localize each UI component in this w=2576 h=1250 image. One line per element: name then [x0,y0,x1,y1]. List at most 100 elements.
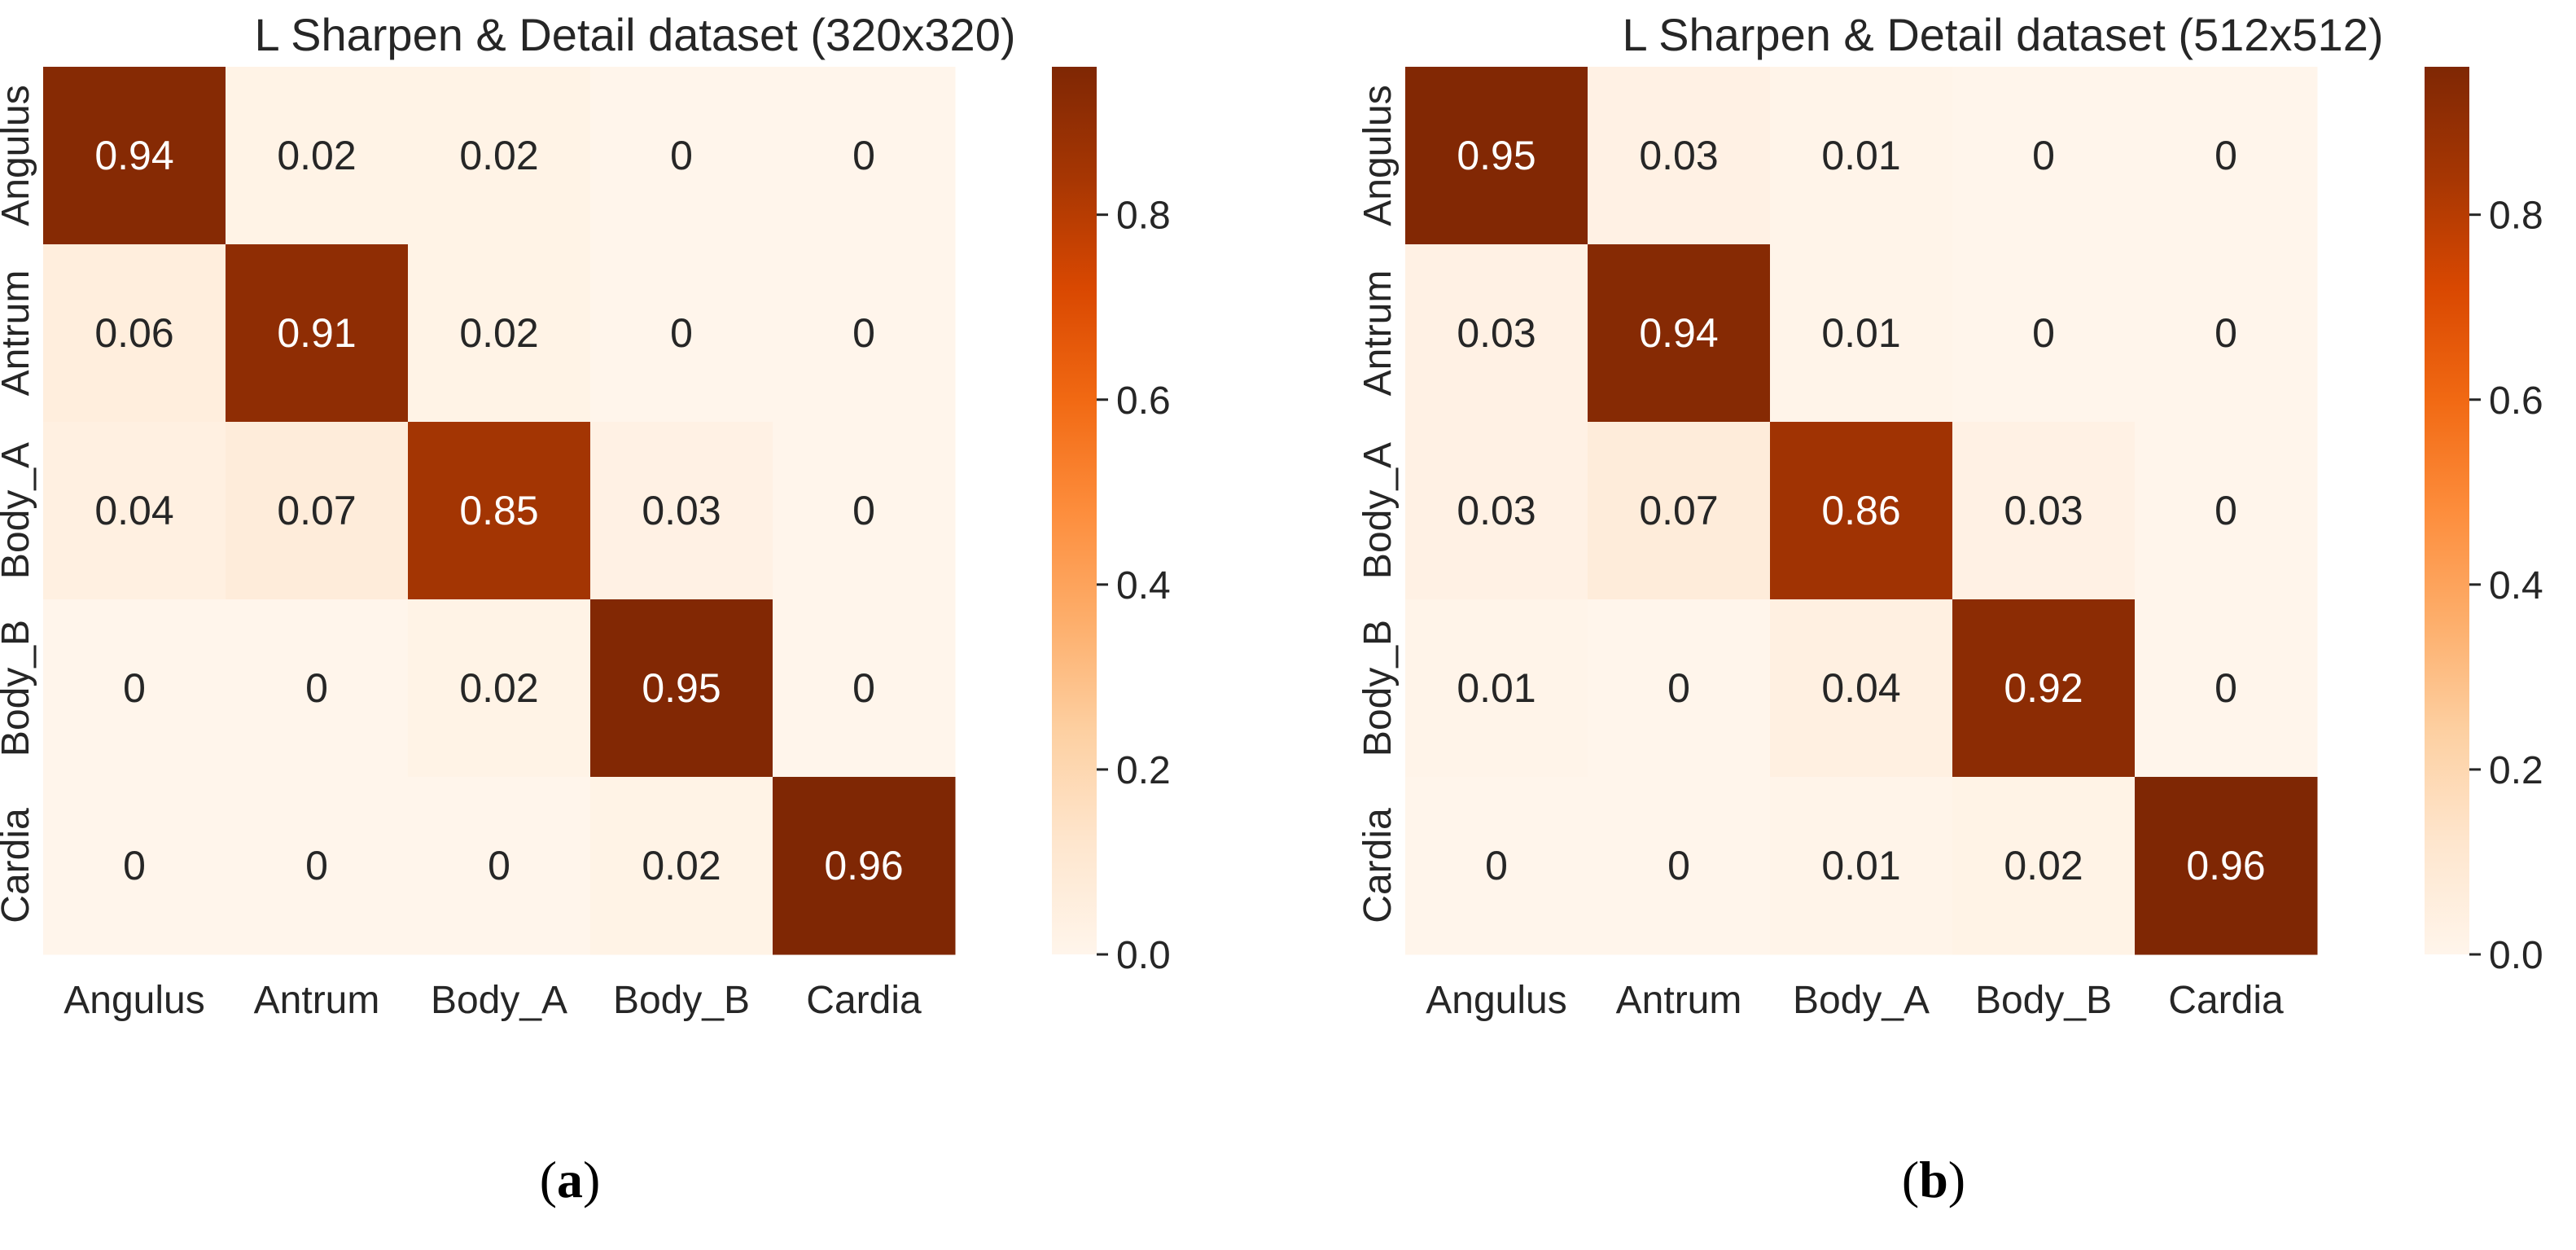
cell-value-label-a-2-2: 0.85 [459,488,538,533]
heatmap-cell-a-0-2 [408,67,591,245]
heatmap-cell-b-3-3 [1952,599,2136,778]
colorbar-tick-label-a-0: 0.0 [1116,934,1171,977]
cell-value-label-a-2-1: 0.07 [277,488,356,533]
heatmap-cell-a-1-1 [226,244,409,423]
cell-value-label-b-4-4: 0.96 [2186,843,2265,888]
heatmap-cell-a-1-4 [773,244,956,423]
cell-value-label-a-3-4: 0 [852,665,875,711]
cell-value-label-b-4-3: 0.02 [2004,843,2083,888]
cell-value-label-a-4-3: 0.02 [642,843,721,888]
cell-value-label-a-3-0: 0 [123,665,146,711]
y-tick-label-a-2: Body_A [0,442,37,579]
heatmap-cell-b-2-4 [2135,422,2318,600]
heatmap-cell-b-2-1 [1588,422,1771,600]
cell-value-label-b-0-4: 0 [2215,133,2237,178]
cell-value-label-a-0-2: 0.02 [459,133,538,178]
cell-value-label-a-2-0: 0.04 [94,488,173,533]
heatmap-cell-a-1-3 [590,244,773,423]
heatmap-cell-b-2-2 [1770,422,1953,600]
heatmap-cell-b-4-2 [1770,777,1953,955]
cell-value-label-b-0-2: 0.01 [1821,133,1900,178]
colorbar-tick-label-b-1: 0.2 [2489,749,2543,792]
x-tick-label-a-0: Angulus [64,979,204,1022]
cell-value-label-b-2-1: 0.07 [1639,488,1718,533]
heatmap-cell-a-2-4 [773,422,956,600]
cell-value-label-a-4-4: 0.96 [824,843,903,888]
heatmap-cell-a-2-3 [590,422,773,600]
heatmap-cell-b-0-1 [1588,67,1771,245]
heatmap-cell-a-3-2 [408,599,591,778]
heatmap-cell-a-2-2 [408,422,591,600]
heatmap-cell-a-2-1 [226,422,409,600]
x-tick-label-a-2: Body_A [431,979,567,1022]
heatmap-cell-b-1-1 [1588,244,1771,423]
colorbar-tick-label-b-2: 0.4 [2489,564,2543,607]
x-tick-label-b-0: Angulus [1426,979,1566,1022]
heatmap-cell-b-3-0 [1405,599,1588,778]
heatmap-cell-a-1-2 [408,244,591,423]
heatmap-cell-a-0-3 [590,67,773,245]
cell-value-label-b-2-3: 0.03 [2004,488,2083,533]
y-tick-label-a-0: Angulus [0,85,37,226]
cell-value-label-b-4-1: 0 [1667,843,1690,888]
cell-value-label-a-1-3: 0 [670,310,693,356]
x-tick-label-a-1: Antrum [254,979,380,1022]
cell-value-label-b-1-3: 0 [2032,310,2055,356]
cell-value-label-b-3-0: 0.01 [1457,665,1536,711]
heatmap-cell-b-2-0 [1405,422,1588,600]
cell-value-label-a-4-0: 0 [123,843,146,888]
cell-value-label-b-0-3: 0 [2032,133,2055,178]
y-tick-label-b-4: Cardia [1356,808,1400,923]
colorbar-b [2425,67,2469,954]
colorbar-a [1052,67,1097,954]
heatmap-cell-a-0-4 [773,67,956,245]
cell-value-label-b-1-2: 0.01 [1821,310,1900,356]
y-tick-label-b-1: Antrum [1356,270,1400,397]
y-tick-label-b-2: Body_A [1356,442,1400,579]
colorbar-tick-label-b-0: 0.0 [2489,934,2543,977]
cell-value-label-a-4-2: 0 [488,843,510,888]
cell-value-label-a-2-4: 0 [852,488,875,533]
y-tick-label-a-4: Cardia [0,808,37,923]
chart-title-b: L Sharpen & Detail dataset (512x512) [1623,9,2384,60]
heatmap-cell-b-4-3 [1952,777,2136,955]
panel-caption-b: (b) [1902,1151,1965,1208]
heatmap-cell-b-3-4 [2135,599,2318,778]
y-tick-label-b-0: Angulus [1356,85,1400,226]
cell-value-label-b-3-2: 0.04 [1821,665,1900,711]
heatmap-cell-a-2-0 [43,422,226,600]
heatmap-cell-b-0-0 [1405,67,1588,245]
cell-value-label-b-0-1: 0.03 [1639,133,1718,178]
heatmap-cell-b-0-2 [1770,67,1953,245]
heatmap-cell-a-4-3 [590,777,773,955]
heatmap-panel-b: L Sharpen & Detail dataset (512x512) 0.95… [1356,9,2543,1208]
cell-value-label-b-3-3: 0.92 [2004,665,2083,711]
heatmap-cell-a-4-0 [43,777,226,955]
cell-value-label-b-4-0: 0 [1485,843,1508,888]
heatmap-cell-a-1-0 [43,244,226,423]
cell-value-label-a-0-4: 0 [852,133,875,178]
cell-value-label-b-1-4: 0 [2215,310,2237,356]
x-tick-label-b-1: Antrum [1616,979,1742,1022]
cell-value-label-a-1-4: 0 [852,310,875,356]
colorbar-tick-label-a-4: 0.8 [1116,195,1171,238]
heatmap-cell-b-1-3 [1952,244,2136,423]
cell-value-label-b-1-1: 0.94 [1639,310,1718,356]
heatmap-cell-a-3-3 [590,599,773,778]
heatmap-cell-a-3-1 [226,599,409,778]
heatmap-cell-a-0-0 [43,67,226,245]
x-tick-label-a-4: Cardia [806,979,922,1022]
cell-value-label-a-1-2: 0.02 [459,310,538,356]
x-tick-label-b-2: Body_A [1793,979,1930,1022]
heatmap-cell-b-4-0 [1405,777,1588,955]
heatmap-cell-a-0-1 [226,67,409,245]
cell-value-label-b-2-4: 0 [2215,488,2237,533]
cell-value-label-b-4-2: 0.01 [1821,843,1900,888]
heatmap-cell-a-3-4 [773,599,956,778]
colorbar-tick-label-b-3: 0.6 [2489,379,2543,423]
x-tick-label-b-4: Cardia [2168,979,2284,1022]
cell-value-label-b-3-4: 0 [2215,665,2237,711]
heatmap-cell-b-3-2 [1770,599,1953,778]
heatmap-cell-a-3-0 [43,599,226,778]
